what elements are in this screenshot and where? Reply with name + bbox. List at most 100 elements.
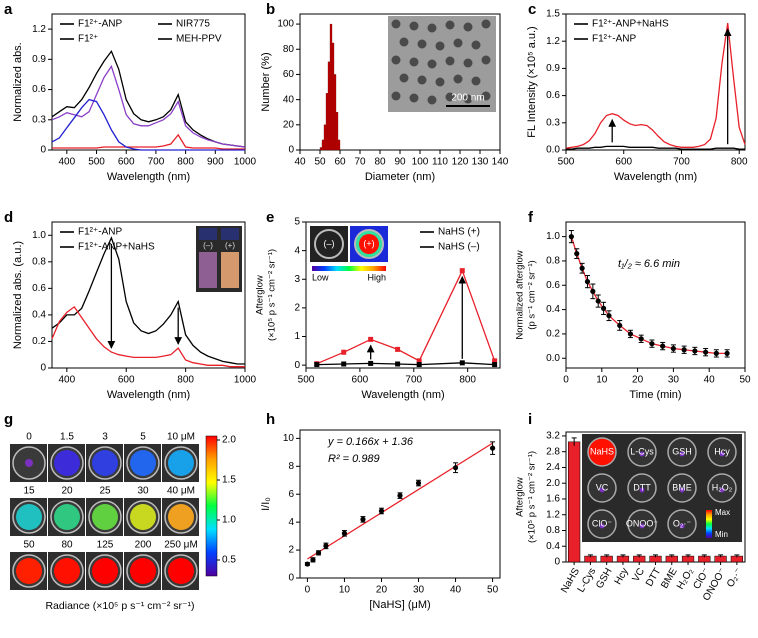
data-point <box>638 336 644 342</box>
y-tick-label: 0.6 <box>546 280 560 291</box>
colorbar <box>205 435 218 577</box>
y-tick-label: 1.2 <box>546 36 560 47</box>
marker <box>395 346 401 352</box>
y-tick-label: 0.6 <box>546 90 560 101</box>
y-axis-label: (p s⁻¹ cm⁻² sr⁻¹) <box>527 260 538 329</box>
y-tick-label: 0.8 <box>546 525 560 536</box>
y-tick-label: 2 <box>288 545 294 556</box>
x-axis-label: [NaHS] (μM) <box>369 599 430 611</box>
data-point <box>724 350 730 356</box>
panel-letter: i <box>528 411 532 428</box>
vial-cap <box>199 228 217 240</box>
panel-letter: d <box>4 209 13 226</box>
x-tick-label: 30 <box>413 585 425 596</box>
nanoparticle <box>391 19 401 29</box>
marker <box>492 358 498 364</box>
data-point <box>595 298 601 304</box>
concentration-label: 25 <box>99 486 111 497</box>
annotation: R² = 0.989 <box>328 453 380 465</box>
y-tick-label: 60 <box>283 69 295 80</box>
series-line <box>51 236 245 365</box>
y-tick-label: 100 <box>277 19 294 30</box>
y-tick-label: 3.2 <box>546 431 560 442</box>
series-line <box>51 64 246 148</box>
y-axis-label: Normalized abs. <box>12 42 24 121</box>
colorbar-tick-label: 2.0 <box>222 435 236 446</box>
marker <box>459 268 465 274</box>
nanoparticle <box>391 91 401 101</box>
afterglow-spot <box>679 451 685 457</box>
colorbar-tick-label: 1.0 <box>222 515 236 526</box>
marker <box>492 362 498 368</box>
inset-label: Hcy <box>714 446 730 456</box>
y-tick-label: 1 <box>294 331 300 342</box>
y-axis-label: FL Intensity (×10⁵ a.u.) <box>526 26 538 137</box>
data-point <box>397 493 403 499</box>
series-line <box>51 305 245 368</box>
vial <box>221 252 239 288</box>
plot-frame <box>299 429 501 579</box>
histogram-bar <box>321 139 325 151</box>
x-tick-label: 20 <box>376 585 388 596</box>
x-tick-label: O₂·⁻ <box>725 566 745 589</box>
color-scale <box>312 266 386 271</box>
nanoparticle <box>481 55 491 65</box>
x-tick-label: 400 <box>59 375 76 386</box>
x-tick-label: 100 <box>412 157 429 168</box>
y-axis-label: Afterglow <box>255 275 266 315</box>
nanoparticle <box>427 95 437 105</box>
marker <box>368 336 374 342</box>
y-tick-label: 0.4 <box>546 541 560 552</box>
series-line <box>51 98 245 151</box>
concentration-label: 250 μM <box>164 540 198 551</box>
histogram-bar <box>327 61 331 151</box>
y-tick-label: 0 <box>554 557 560 568</box>
concentration-label: 0 <box>26 432 32 443</box>
nanoparticle <box>445 56 455 66</box>
concentration-label: 5 <box>140 432 146 443</box>
panel-letter: a <box>4 1 13 18</box>
nanoparticle <box>409 93 419 103</box>
y-tick-label: 0.0 <box>546 145 560 156</box>
histogram-bar <box>337 139 341 151</box>
histogram-bar <box>331 42 335 151</box>
afterglow-spot <box>92 450 118 476</box>
y-axis-label: I/I₀ <box>260 497 272 511</box>
y-tick-label: 4 <box>288 517 294 528</box>
nanoparticle <box>409 21 419 31</box>
data-point <box>415 480 422 486</box>
inset-label: GSH <box>672 446 692 456</box>
nanoparticle <box>445 20 455 30</box>
x-tick-label: GSH <box>594 566 614 590</box>
x-axis-label: Diameter (nm) <box>365 171 435 183</box>
colorbar-label: Radiance (×10⁵ p s⁻¹ cm⁻² sr⁻¹) <box>45 600 194 612</box>
x-tick-label: 70 <box>354 157 366 168</box>
x-tick-label: 30 <box>668 375 680 386</box>
afterglow-spot <box>54 558 80 584</box>
fit-curve <box>570 236 728 355</box>
y-tick-label: 80 <box>283 44 295 55</box>
afterglow-spot <box>92 558 118 584</box>
panel-letter: b <box>266 1 275 18</box>
y-tick-label: 0.4 <box>546 304 560 315</box>
histogram-bar <box>325 93 329 151</box>
x-tick-label: 900 <box>207 157 224 168</box>
series-line <box>565 23 746 149</box>
x-tick-label: 50 <box>314 157 326 168</box>
x-tick-label: 800 <box>177 375 194 386</box>
series-line <box>316 269 496 365</box>
color-scale <box>706 510 712 538</box>
plot-frame <box>565 13 746 151</box>
data-point <box>489 445 496 451</box>
y-tick-label: 0 <box>288 573 294 584</box>
afterglow-spot <box>130 558 156 584</box>
afterglow-spot <box>168 558 194 584</box>
x-axis-label: Wavelength (nm) <box>361 389 444 401</box>
inset-label: ClO⁻ <box>592 518 612 528</box>
data-point <box>584 279 591 285</box>
afterglow-spot <box>599 487 605 493</box>
afterglow-spot <box>719 487 725 493</box>
histogram-bar <box>333 74 337 151</box>
histogram-bar <box>319 147 323 151</box>
concentration-label: 200 <box>135 540 152 551</box>
